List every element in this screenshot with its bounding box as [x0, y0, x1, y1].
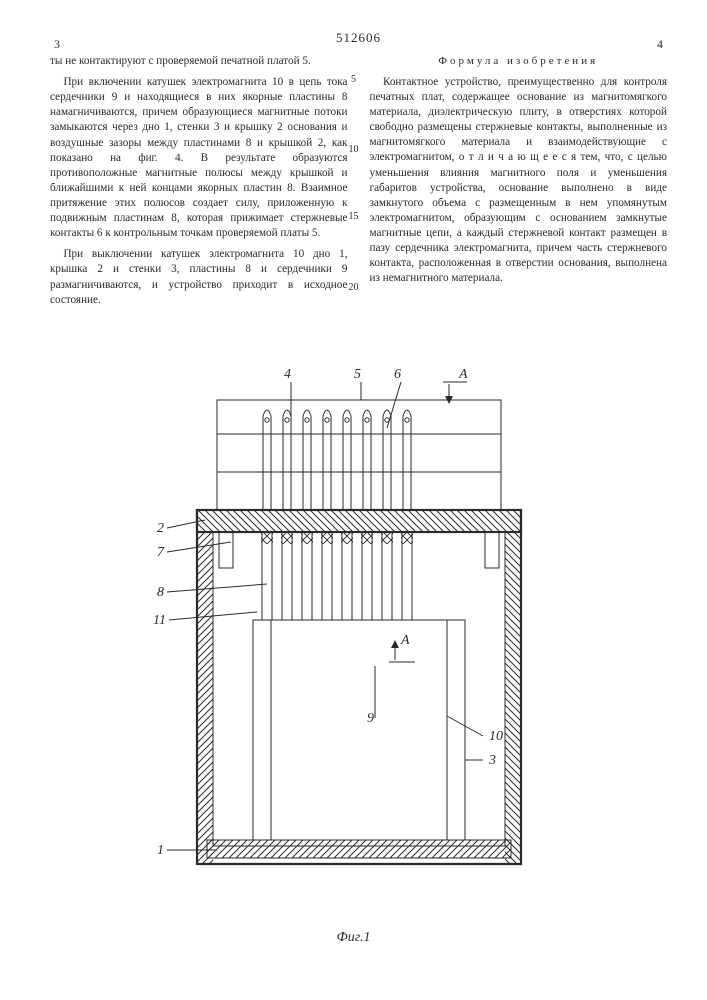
document-number: 512606 [50, 30, 667, 46]
text-columns: 3 ты не контактируют с проверяемой печат… [50, 54, 667, 314]
svg-text:3: 3 [488, 753, 496, 768]
claim-text: Контактное устройство, преимущественно д… [370, 75, 668, 287]
column-page-number-right: 4 [657, 36, 663, 52]
svg-text:1: 1 [157, 843, 164, 858]
svg-text:11: 11 [153, 613, 166, 628]
svg-text:2: 2 [157, 521, 164, 536]
left-p2: При включении катушек электромагнита 10 … [50, 75, 348, 241]
left-p1: ты не контактируют с проверяемой печатно… [50, 54, 348, 69]
svg-text:7: 7 [157, 545, 165, 560]
svg-text:5: 5 [354, 367, 361, 382]
left-p3: При выключении катушек электромагнита 10… [50, 247, 348, 307]
svg-text:9: 9 [367, 711, 374, 726]
svg-text:6: 6 [394, 367, 401, 382]
svg-text:8: 8 [157, 585, 164, 600]
formula-heading: Формула изобретения [370, 54, 668, 69]
right-column: 4 Формула изобретения Контактное устройс… [370, 54, 668, 314]
left-column: 3 ты не контактируют с проверяемой печат… [50, 54, 348, 314]
figure-1: 4 5 6 A 2 7 8 11 A 9 10 3 1 [0, 360, 707, 900]
svg-text:4: 4 [284, 367, 291, 382]
column-page-number-left: 3 [54, 36, 60, 52]
svg-text:10: 10 [489, 729, 503, 744]
svg-text:A: A [458, 367, 468, 382]
figure-caption: Фиг.1 [0, 930, 707, 946]
svg-text:A: A [400, 633, 410, 648]
